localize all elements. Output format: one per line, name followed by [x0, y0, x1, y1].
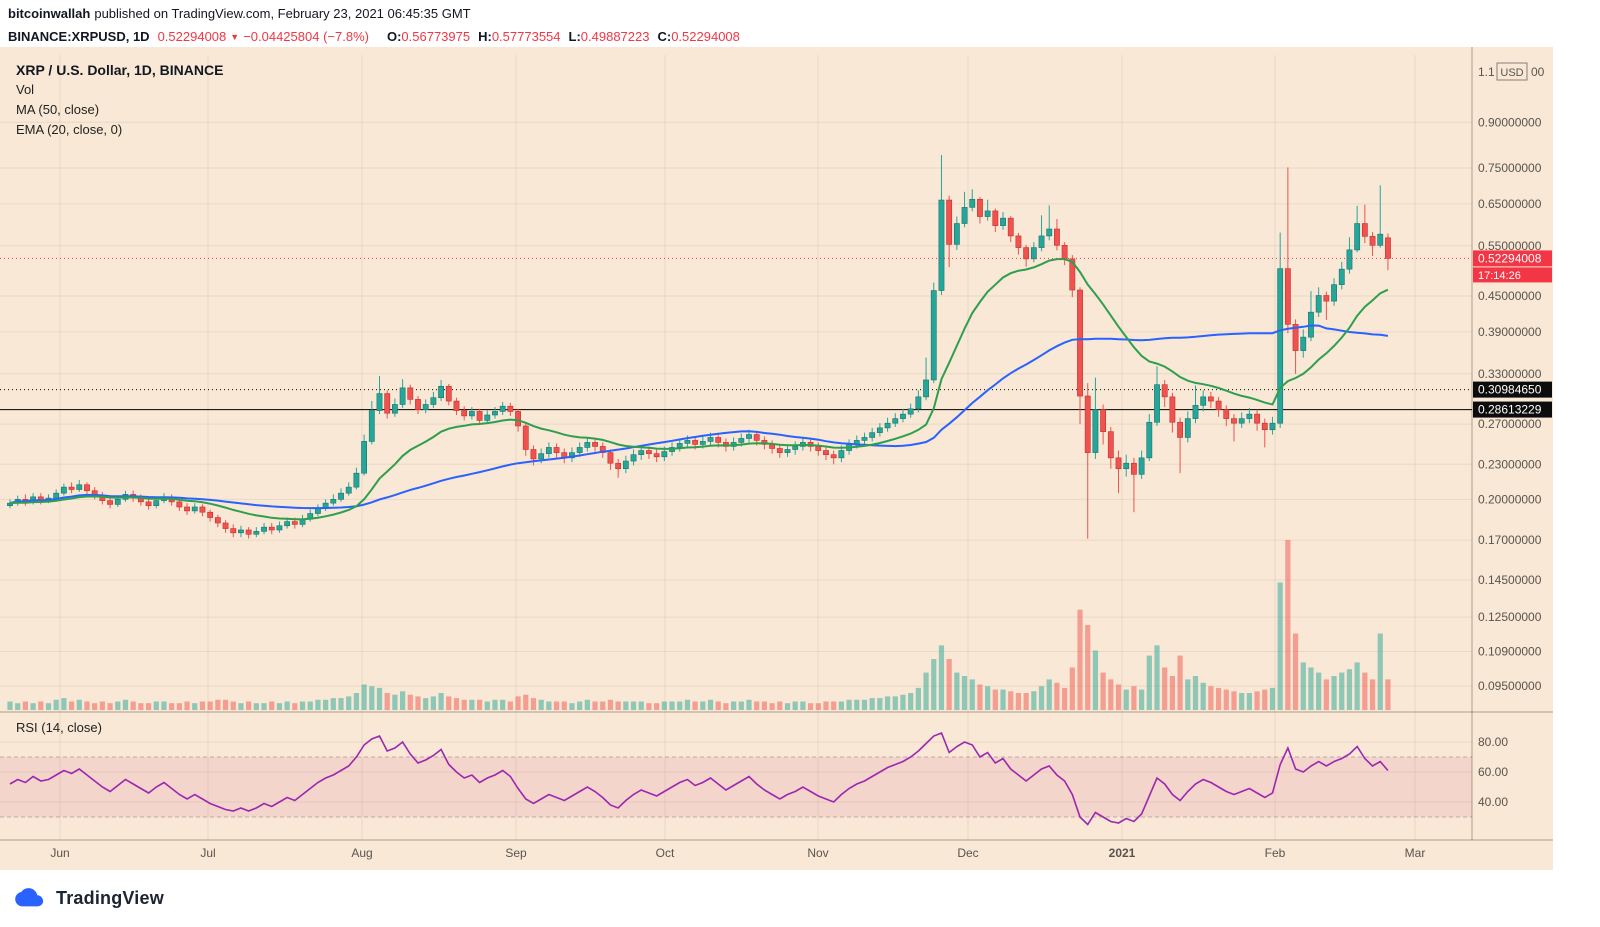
open-value: 0.56773975: [401, 29, 471, 44]
symbol-name: BINANCE:XRPUSD, 1D: [8, 29, 150, 44]
svg-text:2021: 2021: [1109, 846, 1136, 860]
svg-text:Dec: Dec: [957, 846, 978, 860]
svg-text:0.12500000: 0.12500000: [1478, 610, 1542, 624]
svg-text:00: 00: [1531, 65, 1545, 79]
svg-text:1.1: 1.1: [1478, 65, 1495, 79]
high-value: 0.57773554: [491, 29, 561, 44]
svg-text:0.45000000: 0.45000000: [1478, 289, 1542, 303]
svg-text:0.09500000: 0.09500000: [1478, 679, 1542, 693]
last-price: 0.52294008: [157, 29, 227, 44]
svg-text:0.10900000: 0.10900000: [1478, 645, 1542, 659]
svg-text:0.27000000: 0.27000000: [1478, 417, 1542, 431]
tradingview-logo-icon[interactable]: [14, 888, 48, 909]
close-value: 0.52294008: [671, 29, 740, 44]
svg-text:Aug: Aug: [351, 846, 372, 860]
svg-text:Nov: Nov: [807, 846, 828, 860]
low-value: 0.49887223: [580, 29, 650, 44]
svg-text:Mar: Mar: [1405, 846, 1426, 860]
svg-text:Oct: Oct: [656, 846, 675, 860]
svg-text:0.39000000: 0.39000000: [1478, 325, 1542, 339]
time-axis[interactable]: [0, 840, 1553, 870]
chart-legend: XRP / U.S. Dollar, 1D, BINANCE Vol MA (5…: [16, 60, 223, 140]
high-label: H:: [478, 29, 492, 44]
legend-ema20[interactable]: EMA (20, close, 0): [16, 122, 123, 137]
tradingview-brand[interactable]: TradingView: [56, 888, 164, 908]
close-pair: C:0.52294008: [657, 29, 739, 44]
svg-text:Sep: Sep: [505, 846, 527, 860]
rsi-legend[interactable]: RSI (14, close): [16, 720, 102, 735]
svg-text:0.23000000: 0.23000000: [1478, 457, 1542, 471]
svg-text:0.75000000: 0.75000000: [1478, 161, 1542, 175]
high-pair: H:0.57773554: [478, 29, 560, 44]
author-name: bitcoinwallah: [8, 5, 91, 21]
attribution-bar: bitcoinwallah published on TradingView.c…: [0, 0, 1600, 26]
price-chart-canvas[interactable]: 0.90000000 0.75000000 0.65000000 0.55000000…: [0, 47, 1553, 870]
svg-text:USD: USD: [1500, 67, 1523, 79]
price-change: −0.04425804 (−7.8%): [243, 29, 369, 44]
svg-text:0.20000000: 0.20000000: [1478, 492, 1542, 506]
legend-ma50[interactable]: MA (50, close): [16, 102, 100, 117]
legend-symbol-title[interactable]: XRP / U.S. Dollar, 1D, BINANCE: [16, 62, 224, 78]
low-pair: L:0.49887223: [569, 29, 650, 44]
low-label: L:: [568, 29, 581, 44]
svg-text:40.00: 40.00: [1478, 795, 1508, 809]
svg-text:0.33000000: 0.33000000: [1478, 367, 1542, 381]
svg-text:0.14500000: 0.14500000: [1478, 573, 1542, 587]
svg-text:60.00: 60.00: [1478, 765, 1508, 779]
open-pair: O:0.56773975: [387, 29, 470, 44]
svg-text:0.90000000: 0.90000000: [1478, 115, 1542, 129]
svg-text:0.65000000: 0.65000000: [1478, 197, 1542, 211]
chart-area[interactable]: 0.90000000 0.75000000 0.65000000 0.55000000…: [0, 47, 1553, 870]
svg-text:Jul: Jul: [200, 846, 215, 860]
svg-text:80.00: 80.00: [1478, 735, 1508, 749]
price-axis[interactable]: [1472, 47, 1553, 840]
attribution-text: published on TradingView.com, February 2…: [94, 5, 471, 21]
down-triangle-icon: ▼: [230, 31, 240, 42]
svg-text:17:14:26: 17:14:26: [1478, 270, 1521, 282]
close-label: C:: [657, 29, 672, 44]
svg-text:0.17000000: 0.17000000: [1478, 533, 1542, 547]
legend-volume[interactable]: Vol: [16, 82, 35, 97]
svg-text:0.55000000: 0.55000000: [1478, 239, 1542, 253]
svg-text:Feb: Feb: [1265, 846, 1286, 860]
svg-text:0.52294008: 0.52294008: [1478, 251, 1542, 265]
symbol-ohlc-bar: BINANCE:XRPUSD, 1D 0.52294008 ▼ −0.04425…: [0, 26, 1600, 47]
footer-bar: TradingView: [0, 870, 1600, 927]
svg-text:0.28613229: 0.28613229: [1478, 403, 1542, 417]
svg-text:0.30984650: 0.30984650: [1478, 383, 1542, 397]
open-label: O:: [386, 29, 402, 44]
svg-text:Jun: Jun: [50, 846, 69, 860]
